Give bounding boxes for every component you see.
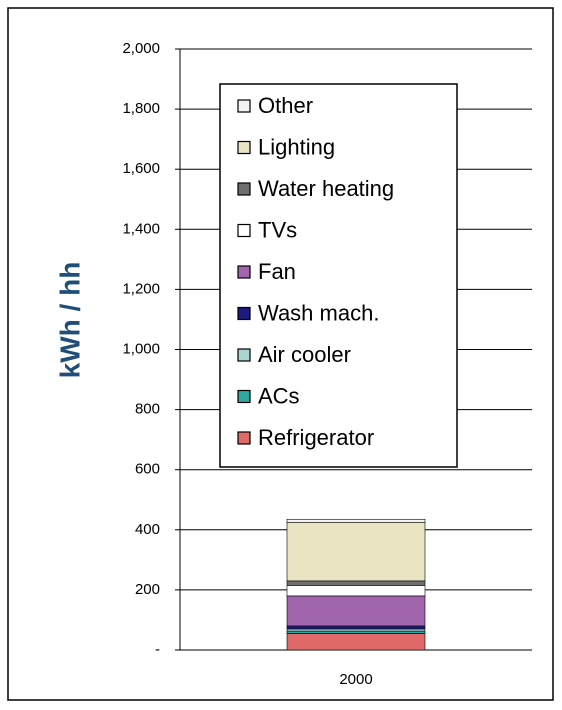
- y-tick-label: 400: [135, 521, 160, 538]
- legend-swatch: [237, 348, 251, 362]
- legend-swatch: [237, 265, 251, 279]
- legend-swatch: [237, 182, 251, 196]
- bar-segment: [286, 628, 426, 632]
- y-axis-label: kWh / hh: [54, 262, 85, 379]
- legend-label: Fan: [258, 259, 296, 284]
- y-tick-label: 1,000: [122, 340, 160, 357]
- bar-segment: [286, 633, 426, 651]
- legend-label: Other: [258, 93, 313, 118]
- bar-segment: [286, 580, 426, 586]
- y-tick-label: -: [155, 641, 160, 658]
- legend-swatch: [237, 223, 251, 238]
- legend-label: Lighting: [258, 134, 335, 159]
- legend-label: Air cooler: [258, 342, 351, 367]
- legend-swatch: [237, 306, 251, 321]
- legend-label: TVs: [258, 217, 297, 242]
- bar-segment: [286, 625, 426, 630]
- y-tick-label: 200: [135, 581, 160, 598]
- bar-segment: [286, 521, 426, 582]
- bar-segment: [286, 518, 426, 523]
- legend-label: Refrigerator: [258, 425, 374, 450]
- legend-swatch: [237, 389, 251, 404]
- x-tick-label: 2000: [339, 671, 372, 688]
- bar-segment: [286, 595, 426, 627]
- legend-swatch: [237, 140, 251, 155]
- y-tick-label: 1,400: [122, 220, 160, 237]
- legend-label: Water heating: [258, 176, 394, 201]
- legend-label: ACs: [258, 383, 300, 408]
- legend-label: Wash mach.: [258, 300, 379, 325]
- legend-box: [219, 83, 458, 468]
- y-tick-label: 1,600: [122, 160, 160, 177]
- y-tick-label: 600: [135, 461, 160, 478]
- legend-swatch: [237, 431, 251, 445]
- bar-segment: [286, 585, 426, 597]
- legend-swatch: [237, 99, 251, 113]
- y-tick-label: 800: [135, 401, 160, 418]
- y-tick-label: 1,800: [122, 100, 160, 117]
- y-tick-label: 2,000: [122, 40, 160, 57]
- y-tick-label: 1,200: [122, 280, 160, 297]
- bar-segment: [286, 630, 426, 634]
